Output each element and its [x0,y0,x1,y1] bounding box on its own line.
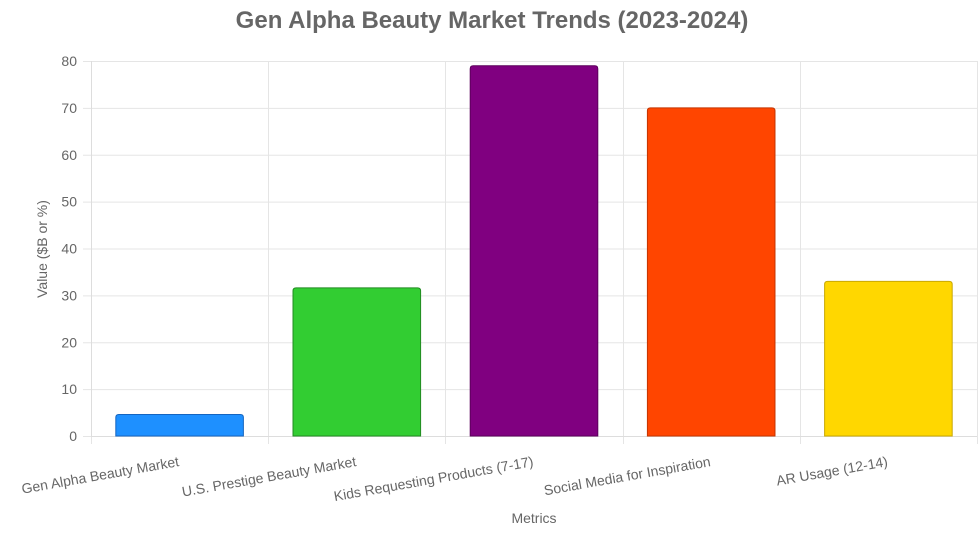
y-axis-title: Value ($B or %) [34,200,50,298]
x-category-label: Gen Alpha Beauty Market [20,453,180,496]
category-label-group: U.S. Prestige Beauty Market [181,453,358,499]
y-tick-label: 10 [61,381,77,397]
category-label-group: AR Usage (12-14) [775,453,889,488]
y-axis-ticks: 0 10 20 30 40 50 60 70 80 [61,53,77,444]
y-tick-label: 50 [61,194,77,210]
category-label-group: Kids Requesting Products (7-17) [332,453,534,504]
y-tick-label: 70 [61,100,77,116]
y-tick-label: 20 [61,334,77,350]
x-category-label: Social Media for Inspiration [543,453,712,498]
y-tick-label: 40 [61,241,77,257]
x-category-label: U.S. Prestige Beauty Market [181,453,358,499]
category-label-group: Social Media for Inspiration [543,453,712,498]
bar-5[interactable] [824,280,953,437]
x-axis-categories: Gen Alpha Beauty Market U.S. Prestige Bea… [20,453,889,504]
y-tick-label: 30 [61,287,77,303]
y-tick-label: 60 [61,147,77,163]
chart-title: Gen Alpha Beauty Market Trends (2023-202… [236,7,749,34]
bar-3[interactable] [469,65,599,437]
bars [115,65,953,437]
bar-4[interactable] [646,107,776,437]
bar-2[interactable] [292,287,422,437]
x-category-label: Kids Requesting Products (7-17) [332,453,534,504]
category-label-group: Gen Alpha Beauty Market [20,453,180,496]
y-tick-label: 0 [69,428,77,444]
x-axis-title: Metrics [511,510,556,526]
bar-1[interactable] [115,413,244,437]
y-tick-label: 80 [61,53,77,69]
x-category-label: AR Usage (12-14) [775,453,889,488]
